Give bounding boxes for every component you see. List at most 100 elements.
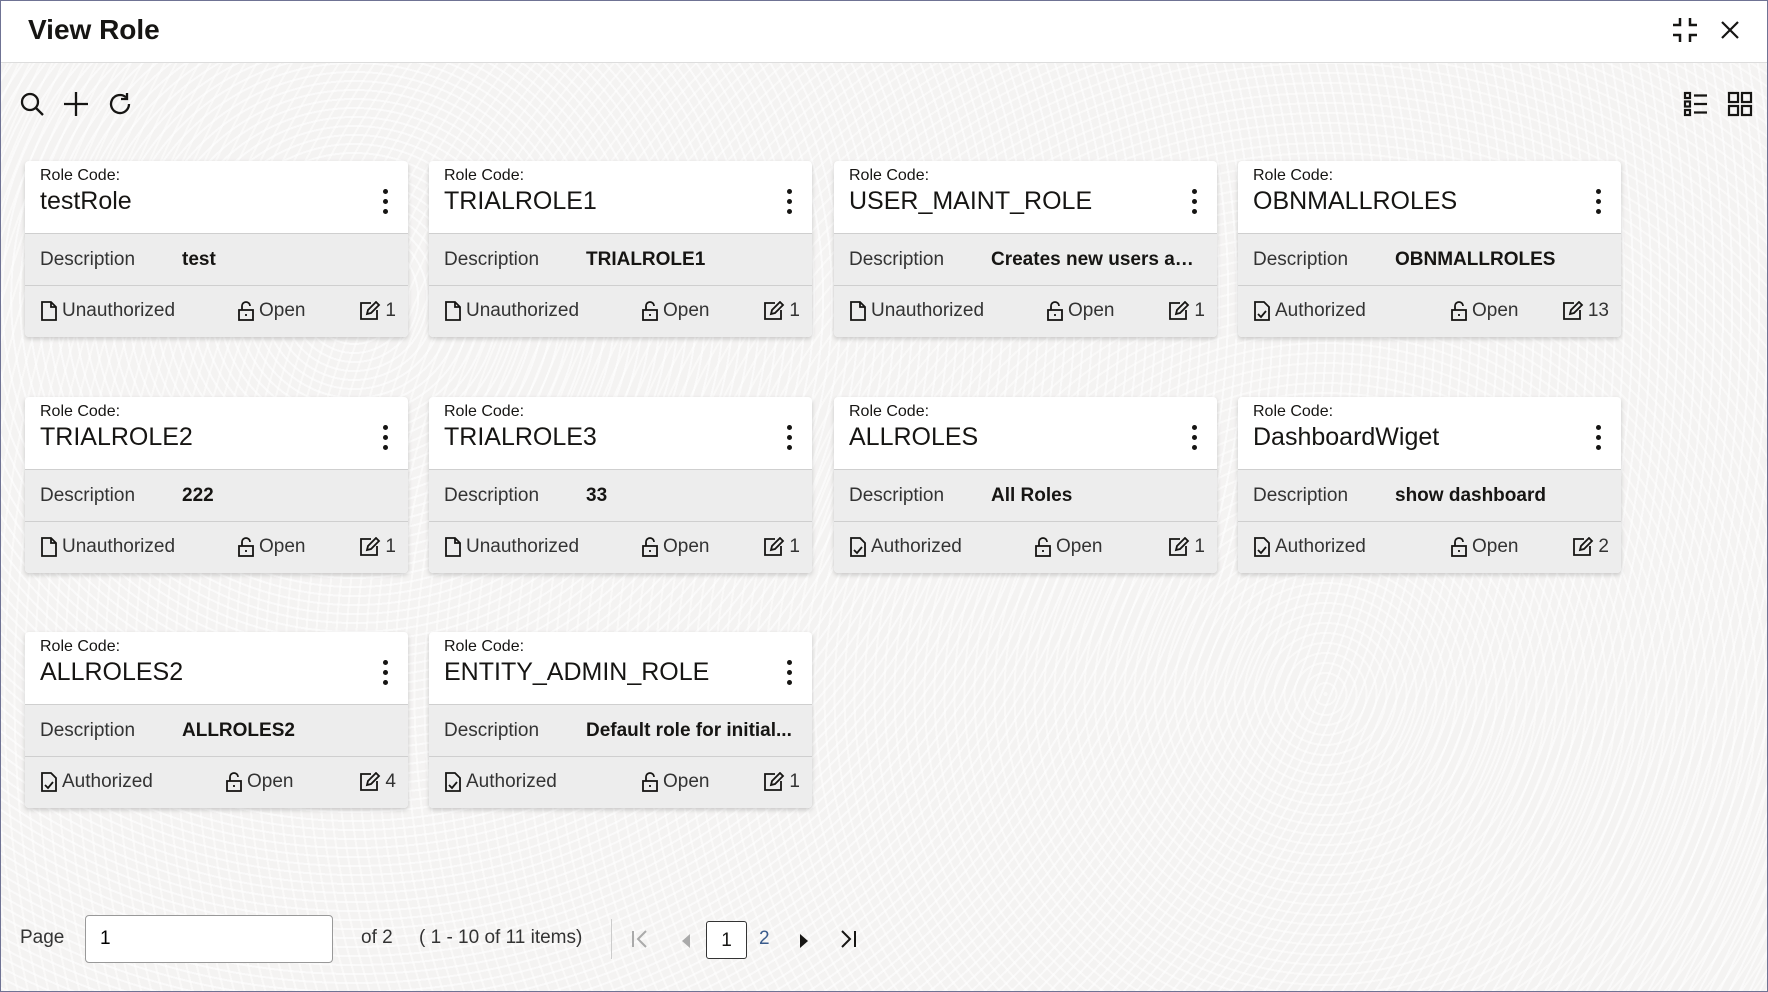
unlock-icon [641, 537, 659, 557]
role-card[interactable]: Role Code: OBNMALLROLES Description OBNM… [1238, 161, 1621, 337]
more-options-icon[interactable] [784, 425, 794, 453]
role-code: TRIALROLE1 [444, 187, 597, 215]
role-code: testRole [40, 187, 132, 215]
document-icon [444, 301, 462, 321]
edit-icon [359, 772, 381, 792]
role-card[interactable]: Role Code: USER_MAINT_ROLE Description C… [834, 161, 1217, 337]
authorized-document-icon [40, 772, 58, 792]
minimize-icon[interactable] [1670, 15, 1700, 45]
card-footer: Authorized Open 13 [1238, 286, 1621, 337]
description-row: Description TRIALROLE1 [429, 234, 812, 286]
record-status: Open [259, 300, 306, 321]
card-header: Role Code: OBNMALLROLES [1238, 161, 1621, 234]
more-options-icon[interactable] [1593, 189, 1603, 217]
edit-icon [1168, 537, 1190, 557]
role-card[interactable]: Role Code: TRIALROLE1 Description TRIALR… [429, 161, 812, 337]
page-1-button[interactable]: 1 [706, 921, 747, 959]
more-options-icon[interactable] [1593, 425, 1603, 453]
role-card[interactable]: Role Code: ENTITY_ADMIN_ROLE Description… [429, 632, 812, 808]
add-icon[interactable] [61, 89, 91, 119]
record-status: Open [663, 536, 710, 557]
role-code: ALLROLES2 [40, 658, 184, 686]
record-status: Open [1056, 536, 1103, 557]
card-header: Role Code: ALLROLES [834, 397, 1217, 470]
edit-icon [359, 537, 381, 557]
unlock-icon [1046, 301, 1064, 321]
role-card[interactable]: Role Code: DashboardWiget Description sh… [1238, 397, 1621, 573]
role-code: TRIALROLE2 [40, 423, 193, 451]
card-header: Role Code: USER_MAINT_ROLE [834, 161, 1217, 234]
description-row: Description ALLROLES2 [25, 705, 408, 757]
unlock-icon [641, 772, 659, 792]
document-icon [40, 301, 58, 321]
role-code: ENTITY_ADMIN_ROLE [444, 658, 710, 686]
edit-icon [763, 537, 785, 557]
card-footer: Authorized Open 1 [834, 522, 1217, 573]
more-options-icon[interactable] [1189, 425, 1199, 453]
modification-count: 1 [1194, 300, 1205, 321]
grid-view-icon[interactable] [1725, 89, 1755, 119]
page-input[interactable] [85, 915, 333, 963]
description-value: All Roles [991, 484, 1073, 506]
unlock-icon [225, 772, 243, 792]
description-row: Description OBNMALLROLES [1238, 234, 1621, 286]
list-view-icon[interactable] [1681, 89, 1711, 119]
modification-count: 1 [789, 300, 800, 321]
card-header: Role Code: ALLROLES2 [25, 632, 408, 705]
role-card[interactable]: Role Code: TRIALROLE2 Description 222 Un… [25, 397, 408, 573]
description-label: Description [849, 248, 945, 270]
record-status: Open [247, 771, 294, 792]
last-page-icon[interactable] [839, 929, 857, 955]
record-status: Open [663, 771, 710, 792]
description-value: Default role for initial... [586, 719, 792, 741]
edit-icon [763, 301, 785, 321]
unlock-icon [1034, 537, 1052, 557]
record-status: Open [1068, 300, 1115, 321]
modification-count: 1 [1194, 536, 1205, 557]
description-label: Description [1253, 248, 1349, 270]
role-code-label: Role Code: [40, 403, 121, 420]
more-options-icon[interactable] [380, 189, 390, 217]
document-icon [849, 301, 867, 321]
search-icon[interactable] [17, 89, 47, 119]
description-label: Description [40, 248, 136, 270]
previous-page-icon[interactable] [681, 932, 691, 954]
role-code-label: Role Code: [444, 638, 525, 655]
page-title: View Role [28, 14, 160, 45]
more-options-icon[interactable] [1189, 189, 1199, 217]
modification-count: 1 [385, 536, 396, 557]
role-card[interactable]: Role Code: testRole Description test Una… [25, 161, 408, 337]
edit-icon [1562, 301, 1584, 321]
page-2-button[interactable]: 2 [759, 928, 770, 949]
unlock-icon [237, 537, 255, 557]
role-card[interactable]: Role Code: TRIALROLE3 Description 33 Una… [429, 397, 812, 573]
card-header: Role Code: TRIALROLE3 [429, 397, 812, 470]
more-options-icon[interactable] [380, 660, 390, 688]
auth-status: Unauthorized [466, 536, 580, 557]
edit-icon [1168, 301, 1190, 321]
description-value: TRIALROLE1 [586, 248, 706, 270]
more-options-icon[interactable] [784, 660, 794, 688]
card-footer: Unauthorized Open 1 [429, 522, 812, 573]
role-code-label: Role Code: [444, 403, 525, 420]
auth-status: Authorized [871, 536, 962, 557]
role-card[interactable]: Role Code: ALLROLES2 Description ALLROLE… [25, 632, 408, 808]
auth-status: Authorized [1275, 300, 1366, 321]
unlock-icon [641, 301, 659, 321]
more-options-icon[interactable] [784, 189, 794, 217]
close-icon[interactable] [1715, 15, 1745, 45]
refresh-icon[interactable] [105, 89, 135, 119]
modification-count: 13 [1587, 300, 1609, 321]
role-code-label: Role Code: [1253, 167, 1334, 184]
description-row: Description 222 [25, 470, 408, 522]
description-row: Description test [25, 234, 408, 286]
role-card[interactable]: Role Code: ALLROLES Description All Role… [834, 397, 1217, 573]
unlock-icon [1450, 301, 1468, 321]
card-header: Role Code: TRIALROLE2 [25, 397, 408, 470]
description-label: Description [444, 248, 540, 270]
role-code: ALLROLES [849, 423, 979, 451]
next-page-icon[interactable] [799, 932, 809, 954]
first-page-icon[interactable] [631, 929, 649, 955]
more-options-icon[interactable] [380, 425, 390, 453]
